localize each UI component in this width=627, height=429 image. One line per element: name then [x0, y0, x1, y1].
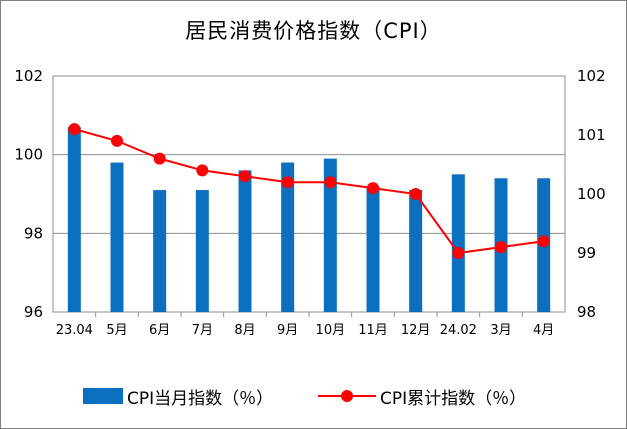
right-tick-label: 101: [577, 126, 606, 144]
legend-item-monthly: CPI当月指数（％）: [83, 381, 273, 411]
point-cumulative: [111, 134, 123, 147]
x-tick-label: 11月: [358, 323, 388, 338]
x-tick-label: 10月: [316, 323, 346, 338]
point-cumulative: [239, 170, 251, 183]
point-cumulative: [153, 152, 166, 165]
x-tick-label: 24.02: [440, 323, 477, 338]
x-tick-label: 7月: [192, 323, 213, 338]
point-cumulative: [409, 188, 422, 200]
x-tick-label: 6月: [149, 323, 170, 338]
point-cumulative: [537, 235, 550, 248]
bar-monthly: [409, 190, 423, 312]
bar-monthly: [110, 162, 124, 312]
bar-monthly: [238, 170, 252, 312]
point-cumulative: [495, 241, 507, 254]
x-tick-label: 5月: [106, 323, 127, 338]
left-tick-label: 98: [24, 224, 43, 242]
plot-area: [52, 75, 566, 313]
x-tick-label: 4月: [533, 323, 554, 338]
point-cumulative: [196, 164, 209, 177]
x-tick-label: 23.04: [56, 323, 93, 338]
point-cumulative: [367, 182, 379, 195]
right-tick-label: 102: [577, 67, 606, 85]
bar-monthly: [451, 174, 465, 312]
x-tick-label: 9月: [277, 323, 298, 338]
legend-item-cumulative: CPI累计指数（％）: [318, 381, 526, 411]
x-tick-label: 12月: [401, 323, 431, 338]
bar-monthly: [323, 158, 337, 312]
bar-monthly: [366, 186, 380, 312]
x-tick-label: 8月: [234, 323, 255, 338]
left-tick-label: 100: [14, 146, 43, 164]
left-tick-label: 96: [24, 303, 43, 321]
line-cumulative: [74, 128, 544, 255]
bar-monthly: [153, 190, 167, 312]
point-cumulative: [324, 176, 337, 189]
legend: CPI当月指数（％） CPI累计指数（％）: [1, 381, 626, 411]
legend-swatch-line: [318, 388, 376, 404]
right-tick-label: 100: [577, 185, 606, 203]
point-cumulative: [452, 247, 465, 259]
point-cumulative: [68, 123, 81, 136]
right-tick-label: 99: [577, 244, 596, 262]
bar-monthly: [67, 127, 81, 312]
legend-label-cumulative: CPI累计指数（％）: [380, 388, 527, 409]
right-tick-label: 98: [577, 303, 596, 321]
bar-monthly: [281, 162, 295, 312]
chart-title: 居民消费价格指数（CPI）: [185, 19, 442, 43]
legend-label-monthly: CPI当月指数（％）: [127, 388, 274, 409]
legend-swatch-bar: [83, 388, 123, 404]
left-tick-label: 102: [14, 67, 43, 85]
x-tick-label: 3月: [490, 323, 511, 338]
bar-monthly: [195, 190, 209, 312]
point-cumulative: [281, 176, 294, 189]
